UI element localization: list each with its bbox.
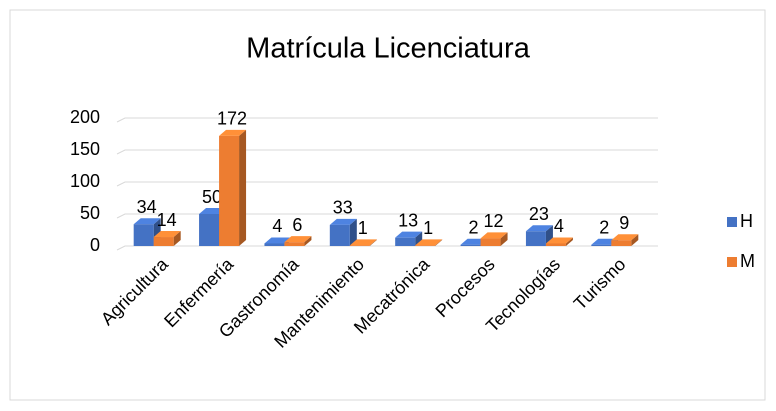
bar-top — [133, 218, 161, 225]
bar-side — [631, 234, 639, 246]
legend-label: H — [740, 211, 753, 231]
data-label: 2 — [599, 217, 609, 237]
data-label: 14 — [157, 210, 177, 230]
data-label: 9 — [619, 213, 629, 233]
bar-top — [153, 231, 181, 238]
data-label: 1 — [423, 218, 433, 238]
data-label: 6 — [292, 215, 302, 235]
bar-side — [239, 129, 247, 246]
bar — [349, 245, 370, 246]
legend-label: M — [740, 251, 755, 271]
bar — [219, 135, 240, 246]
bar — [133, 224, 154, 246]
bar-top — [525, 225, 553, 232]
data-label: 13 — [398, 210, 418, 230]
grid-line — [116, 181, 658, 187]
bar — [460, 244, 481, 246]
bar-top — [611, 234, 639, 241]
bar-top — [284, 236, 312, 243]
bar — [199, 214, 220, 246]
bar — [264, 243, 285, 246]
grid-line — [116, 117, 658, 123]
bar — [284, 242, 305, 246]
bar-top — [219, 129, 247, 136]
bar — [480, 238, 501, 246]
grid-line — [116, 149, 658, 155]
bar-side — [415, 231, 423, 246]
bar-top — [395, 231, 423, 238]
data-label: 172 — [217, 109, 247, 129]
data-label: 34 — [137, 197, 157, 217]
data-label: 4 — [272, 216, 282, 236]
grid-line — [116, 213, 658, 219]
bar — [525, 231, 546, 246]
bar-top — [415, 239, 443, 246]
bar-side — [304, 236, 312, 246]
legend-swatch — [727, 217, 737, 227]
bar-top — [264, 237, 292, 244]
chart-title: Matrícula Licenciatura — [246, 33, 531, 65]
bar — [611, 240, 632, 246]
bar-top — [349, 239, 377, 246]
bar — [395, 237, 416, 246]
data-label: 4 — [554, 216, 564, 236]
data-label: 1 — [358, 218, 368, 238]
data-label: 2 — [469, 217, 479, 237]
bar-side — [173, 231, 181, 246]
bar-top — [480, 232, 508, 239]
bar — [545, 243, 566, 246]
bar-side — [369, 239, 377, 246]
y-tick-label: 50 — [80, 203, 100, 223]
bar-side — [500, 232, 508, 246]
bar — [153, 237, 174, 246]
data-label: 12 — [484, 211, 504, 231]
y-tick-label: 100 — [70, 171, 100, 191]
chart-frame — [9, 9, 766, 401]
y-tick-label: 0 — [90, 235, 100, 255]
bar-side — [435, 239, 443, 246]
y-tick-label: 150 — [70, 139, 100, 159]
bar-side — [349, 218, 357, 246]
bar — [415, 245, 436, 246]
bar — [591, 244, 612, 246]
data-label: 50 — [202, 187, 222, 207]
bar-top — [329, 218, 357, 225]
data-label: 23 — [529, 204, 549, 224]
y-tick-label: 200 — [70, 107, 100, 127]
bar-top — [545, 237, 573, 244]
bar — [329, 224, 350, 246]
bar-side — [565, 237, 573, 246]
legend-swatch — [727, 257, 737, 267]
data-label: 33 — [333, 198, 353, 218]
